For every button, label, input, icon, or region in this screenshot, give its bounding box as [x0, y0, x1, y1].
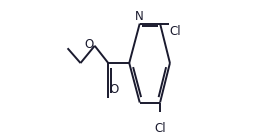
Text: Cl: Cl	[154, 122, 166, 135]
Text: O: O	[109, 83, 119, 96]
Text: Cl: Cl	[169, 25, 181, 38]
Text: N: N	[135, 10, 143, 23]
Text: O: O	[84, 38, 93, 51]
